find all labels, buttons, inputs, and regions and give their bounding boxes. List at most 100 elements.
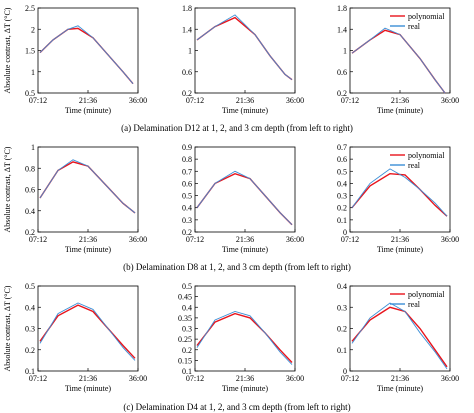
chart-1-0-y-tick-label: 0.6 — [25, 186, 35, 195]
chart-0-0-xlabel: Time (minute) — [65, 106, 111, 115]
chart-1-0-x-tick-label: 36:00 — [129, 235, 147, 244]
chart-1-1-y-tick-label: 0.3 — [182, 216, 192, 225]
chart-1-2-y-tick-label: 0 — [343, 228, 347, 237]
chart-1-2-legend-label-real: real — [408, 161, 421, 170]
chart-1-1-x-tick-label: 36:00 — [286, 235, 304, 244]
chart-0-0-y-tick-label: 1.5 — [25, 47, 35, 56]
chart-0-0-x-tick-label: 36:00 — [129, 96, 147, 105]
chart-0-2-series-polynomial-line — [351, 29, 446, 94]
caption-a: (a) Delamination D12 at 1, 2, and 3 cm d… — [121, 123, 353, 133]
chart-1-1-y-tick-label: 0.9 — [182, 143, 192, 152]
chart-1-2-y-tick-label: 0.4 — [337, 179, 347, 188]
chart-2-1-y-tick-label: 0.2 — [182, 346, 192, 355]
chart-0-0-y-tick-label: 0.5 — [25, 89, 35, 98]
chart-0-1-x-tick-label: 07:12 — [186, 96, 204, 105]
chart-2-1-y-tick-label: 0.25 — [178, 335, 192, 344]
chart-0-2-xlabel: Time (minute) — [377, 106, 423, 115]
chart-0-0-y-tick-label: 2 — [31, 25, 35, 34]
chart-0-0-x-tick-label: 07:12 — [29, 96, 47, 105]
chart-2-0-y-tick-label: 0.1 — [25, 367, 35, 376]
chart-1-0-ylabel: Absolute contrast, ΔT (°C) — [3, 146, 12, 232]
chart-2-1-y-tick-label: 0.15 — [178, 356, 192, 365]
chart-2-0-series-real-line — [39, 302, 136, 361]
chart-2-0-y-tick-label: 0.3 — [25, 325, 35, 334]
chart-2-1-x-tick-label: 36:00 — [286, 374, 304, 383]
chart-2-2-series-polynomial-line — [351, 306, 448, 368]
chart-2-0-x-tick-label: 07:12 — [29, 374, 47, 383]
chart-1-0-plot-frame — [37, 146, 139, 233]
chart-0-1-y-tick-label: 0.2 — [182, 89, 192, 98]
chart-2-1-y-tick-label: 0.35 — [178, 314, 192, 323]
chart-2-2-y-tick-label: 0.4 — [337, 282, 347, 291]
chart-2-1-x-tick-label: 07:12 — [186, 374, 204, 383]
chart-1-2-xlabel: Time (minute) — [377, 245, 423, 254]
chart-2-0-y-tick-label: 0.5 — [25, 282, 35, 291]
chart-2-2-x-tick-label: 07:12 — [341, 374, 359, 383]
chart-1-0-x-tick-label: 21:36 — [79, 235, 97, 244]
chart-0-2-y-tick-label: 0.2 — [337, 89, 347, 98]
chart-2-2-legend-label-polynomial: polynomial — [408, 290, 445, 299]
chart-2-1-xlabel: Time (minute) — [222, 384, 268, 393]
caption-c: (c) Delamination D4 at 1, 2, and 3 cm de… — [123, 402, 351, 412]
chart-2-2-legend-label-real: real — [408, 300, 421, 309]
chart-2-0-series-polynomial-line — [39, 304, 136, 359]
chart-0-0-series-real-line — [39, 25, 134, 84]
chart-1-0-y-tick-label: 1 — [31, 143, 35, 152]
chart-2-1-y-tick-label: 0.4 — [182, 303, 192, 312]
chart-2-2-y-tick-label: 0.1 — [337, 346, 347, 355]
chart-2-1-y-tick-label: 0.5 — [182, 282, 192, 291]
chart-2-1-y-tick-label: 0.1 — [182, 367, 192, 376]
chart-0-2-y-tick-label: 0.6 — [337, 68, 347, 77]
chart-0-1-series-real-line — [196, 14, 293, 81]
chart-1-2-y-tick-label: 0.1 — [337, 216, 347, 225]
chart-2-2-x-tick-label: 21:36 — [391, 374, 409, 383]
chart-1-0-series-polynomial-line — [39, 161, 136, 214]
chart-1-1-x-tick-label: 07:12 — [186, 235, 204, 244]
chart-2-1-series-polynomial-line — [196, 312, 293, 363]
chart-0-2-y-tick-label: 1.8 — [337, 4, 347, 13]
chart-2-1-x-tick-label: 21:36 — [236, 374, 254, 383]
chart-1-2-y-tick-label: 0.7 — [337, 143, 347, 152]
chart-2-0-x-tick-label: 36:00 — [129, 374, 147, 383]
chart-0-1-x-tick-label: 21:36 — [236, 96, 254, 105]
chart-1-1-y-tick-label: 0.6 — [182, 179, 192, 188]
chart-1-2-y-tick-label: 0.5 — [337, 167, 347, 176]
chart-0-1-plot-frame — [194, 7, 296, 94]
chart-0-0-y-tick-label: 1 — [31, 68, 35, 77]
chart-1-2-y-tick-label: 0.3 — [337, 192, 347, 201]
chart-1-1-y-tick-label: 0.4 — [182, 204, 192, 213]
chart-2-2-y-tick-label: 0.2 — [337, 325, 347, 334]
chart-0-1-xlabel: Time (minute) — [222, 106, 268, 115]
chart-0-2-legend-label-polynomial: polynomial — [408, 12, 445, 21]
chart-0-2-y-tick-label: 1.4 — [337, 25, 347, 34]
chart-1-2-legend-label-polynomial: polynomial — [408, 151, 445, 160]
chart-0-1-y-tick-label: 1.4 — [182, 25, 192, 34]
chart-1-1-x-tick-label: 21:36 — [236, 235, 254, 244]
chart-1-2-x-tick-label: 36:00 — [441, 235, 459, 244]
chart-1-0-series-real-line — [39, 159, 136, 214]
chart-1-2-y-tick-label: 0.2 — [337, 204, 347, 213]
chart-2-0-ylabel: Absolute contrast, ΔT (°C) — [3, 285, 12, 371]
chart-1-0-y-tick-label: 0.2 — [25, 228, 35, 237]
chart-2-2-x-tick-label: 36:00 — [441, 374, 459, 383]
chart-1-1-y-tick-label: 0.2 — [182, 228, 192, 237]
chart-0-1-x-tick-label: 36:00 — [286, 96, 304, 105]
chart-1-2-y-tick-label: 0.6 — [337, 155, 347, 164]
chart-1-0-x-tick-label: 07:12 — [29, 235, 47, 244]
chart-2-2-series-real-line — [351, 302, 448, 370]
chart-2-1-y-tick-label: 0.45 — [178, 293, 192, 302]
chart-1-2-series-polynomial-line — [351, 172, 448, 217]
chart-0-0-series-polynomial-line — [39, 27, 134, 85]
chart-1-1-y-tick-label: 0.8 — [182, 155, 192, 164]
chart-1-2-x-tick-label: 07:12 — [341, 235, 359, 244]
chart-0-2-x-tick-label: 21:36 — [391, 96, 409, 105]
chart-2-2-y-tick-label: 0.3 — [337, 303, 347, 312]
chart-1-0-xlabel: Time (minute) — [65, 245, 111, 254]
chart-2-0-x-tick-label: 21:36 — [79, 374, 97, 383]
chart-0-2-series-real-line — [351, 27, 446, 94]
chart-0-1-y-tick-label: 0.6 — [182, 68, 192, 77]
caption-b: (b) Delamination D8 at 1, 2, and 3 cm de… — [123, 262, 351, 272]
chart-2-1-series-real-line — [196, 311, 293, 365]
chart-0-2-x-tick-label: 36:00 — [441, 96, 459, 105]
